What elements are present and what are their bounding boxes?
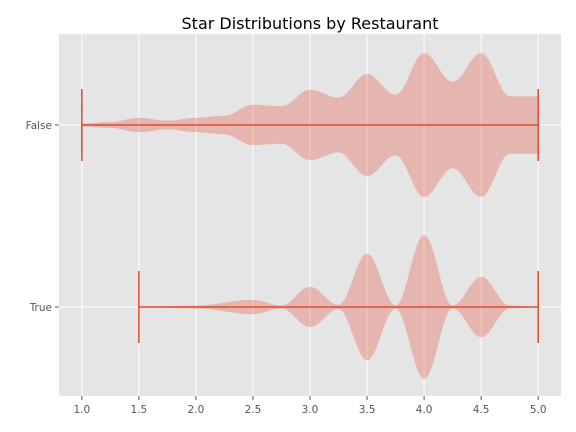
x-tick-label: 4.5 (473, 404, 490, 416)
x-tick-label: 1.5 (131, 404, 148, 416)
x-tick-label: 2.5 (245, 404, 262, 416)
x-tick-label: 4.0 (416, 404, 433, 416)
x-tick-label: 3.0 (302, 404, 319, 416)
y-tick-label: False (26, 120, 52, 132)
x-tick-label: 1.0 (73, 404, 90, 416)
chart-title: Star Distributions by Restaurant (182, 14, 439, 33)
x-tick-label: 5.0 (530, 404, 547, 416)
x-axis: 1.0 1.5 2.0 2.5 3.0 3.5 4.0 4.5 5.0 (73, 396, 547, 416)
y-tick-label: True (29, 302, 52, 314)
y-axis: False True (26, 120, 59, 314)
violins (81, 53, 539, 379)
x-tick-label: 3.5 (359, 404, 376, 416)
x-tick-label: 2.0 (188, 404, 205, 416)
